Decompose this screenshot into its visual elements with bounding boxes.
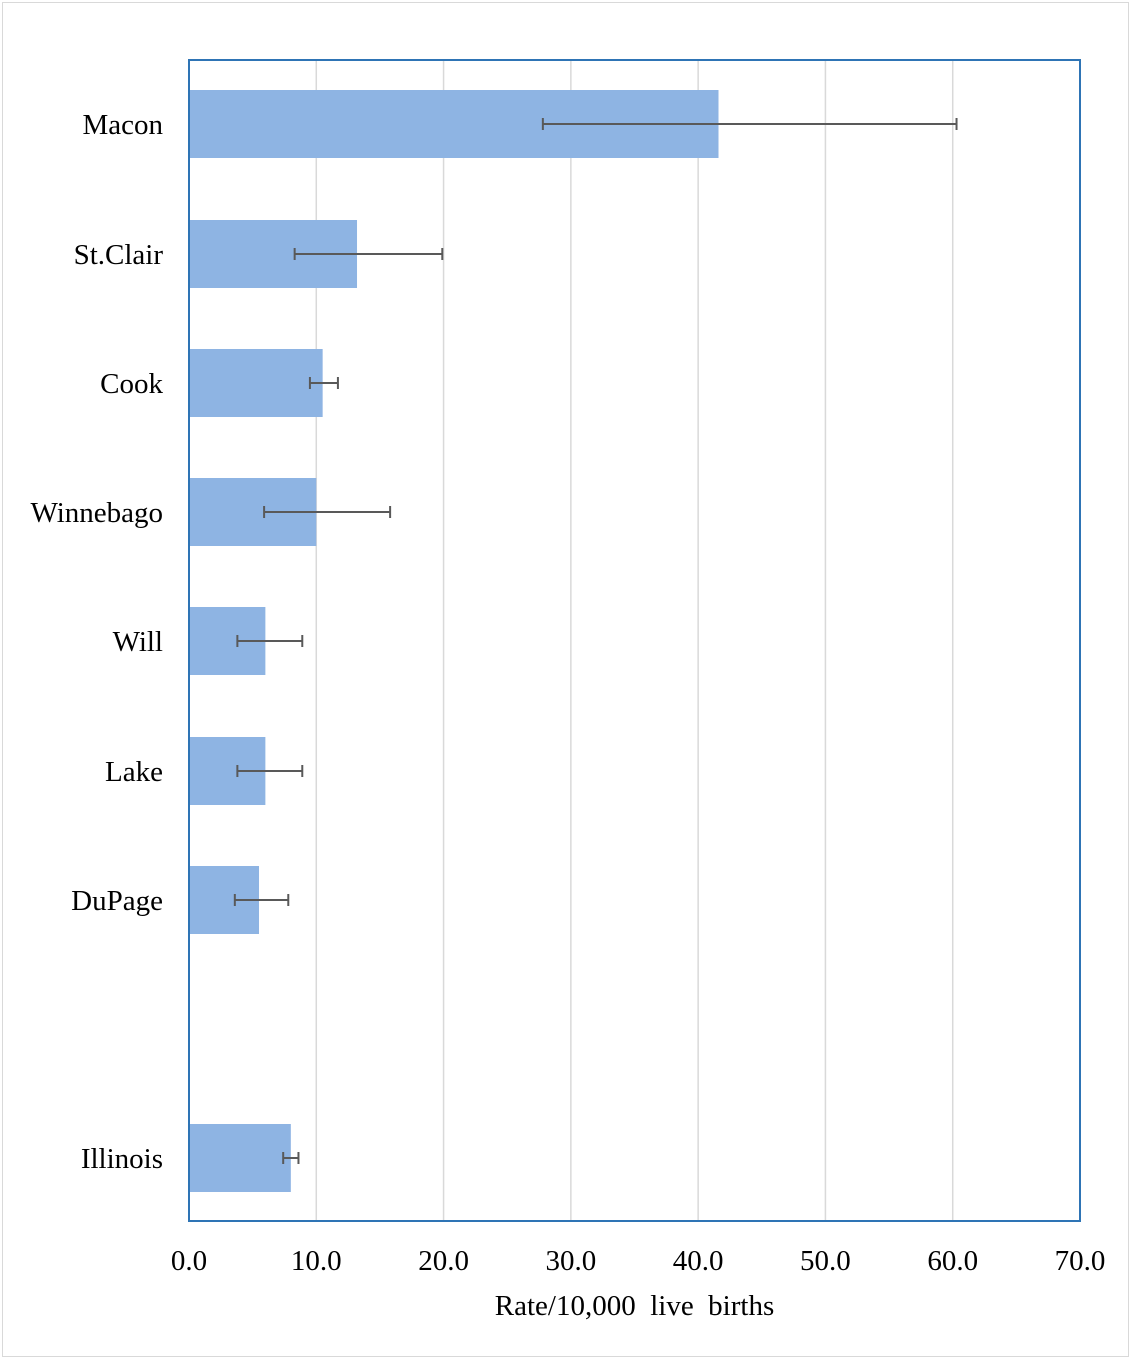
- category-label: DuPage: [71, 885, 163, 917]
- bar-illinois: [189, 1124, 291, 1192]
- category-label: Will: [113, 626, 163, 658]
- bar-cook: [189, 349, 323, 417]
- plot-area-border: [188, 59, 1081, 1222]
- category-label: Macon: [82, 109, 163, 141]
- x-tick-labels: 0.0 10.0 20.0 30.0 40.0 50.0 60.0 70.0: [171, 1245, 1106, 1277]
- x-tick-label: 0.0: [171, 1245, 207, 1277]
- x-tick-label: 20.0: [418, 1245, 469, 1277]
- x-tick-label: 50.0: [800, 1245, 851, 1277]
- category-label: Winnebago: [30, 497, 163, 529]
- x-tick-label: 70.0: [1055, 1245, 1106, 1277]
- category-labels: Macon St.Clair Cook Winnebago Will Lake DuPage…: [30, 109, 163, 1175]
- gridlines: [315, 60, 954, 1221]
- error-bar-lake: [236, 765, 304, 777]
- x-tick-label: 60.0: [927, 1245, 978, 1277]
- error-bar-winnebago: [263, 506, 392, 518]
- category-label: Lake: [105, 756, 163, 788]
- category-label: Cook: [100, 368, 163, 400]
- error-bar-cook: [308, 377, 339, 389]
- bar-chart: Macon St.Clair Cook Winnebago Will Lake DuPage…: [30, 59, 1106, 1322]
- x-tick-label: 40.0: [673, 1245, 724, 1277]
- category-label: Illinois: [81, 1143, 163, 1175]
- x-tick-label: 10.0: [291, 1245, 342, 1277]
- error-bar-illinois: [282, 1152, 300, 1164]
- error-bar-stclair: [293, 248, 444, 260]
- category-label: St.Clair: [74, 239, 164, 271]
- error-bar-will: [236, 635, 304, 647]
- x-tick-label: 30.0: [545, 1245, 596, 1277]
- error-bar-macon: [541, 118, 958, 130]
- x-axis-title: Rate/10,000 live births: [495, 1290, 775, 1322]
- error-bars: [233, 118, 958, 1164]
- error-bar-dupage: [233, 894, 290, 906]
